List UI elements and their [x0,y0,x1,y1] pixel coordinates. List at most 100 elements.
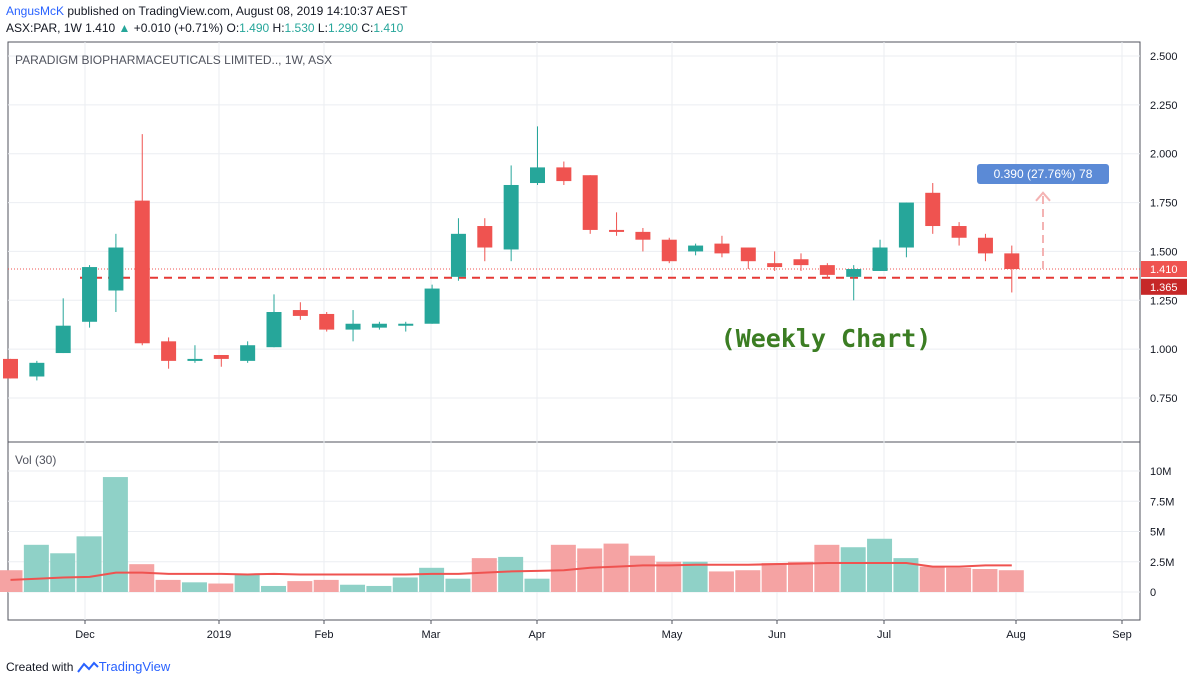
candle-body-down [582,175,598,230]
price-tick-label: 1.250 [1150,295,1178,307]
volume-bar [867,538,893,592]
candle-body-up [187,358,203,361]
candle-body-up [82,267,98,322]
last-price: 1.410 [85,21,116,35]
volume-bar [788,561,813,592]
time-axis-label: 2019 [207,629,231,641]
chart-frame [7,41,1141,621]
tradingview-brand-link[interactable]: TradingView [98,659,171,674]
candle-body-down [319,313,335,330]
volume-bar [656,561,682,592]
time-axis-label: Sep [1112,629,1132,641]
time-axis-label: Apr [528,629,545,641]
candle-body-down [714,243,730,254]
candle-body-down [161,341,177,361]
candle-body-up [424,288,440,324]
volume-moving-average-line [10,561,1012,581]
change-value: +0.010 (+0.71%) [133,21,224,35]
candle-body-down [1004,253,1020,270]
level-price-badge-text: 1.365 [1150,282,1178,294]
price-tick-label: 1.500 [1150,246,1178,258]
volume-bar [0,570,23,592]
price-tick-label: 2.250 [1150,100,1178,112]
candle-body-up [108,247,124,291]
high-value: 1.530 [284,21,315,35]
tradingview-logo-icon [76,661,99,673]
volume-bar [419,567,445,592]
volume-bar [498,556,524,592]
last-price-badge-text: 1.410 [1150,264,1178,276]
candle-body-down [767,263,783,268]
volume-bar [234,573,260,592]
candle-body-up [55,325,71,354]
candle-body-down [977,237,993,254]
candle-body-up [345,323,361,330]
price-tick-label: 1.750 [1150,198,1178,210]
candle-body-down [556,167,572,182]
time-axis-label: Jul [877,629,891,641]
open-label: O: [226,21,240,35]
footer: Created with TradingView [6,659,170,674]
candle-body-down [134,200,150,344]
price-tick-label: 1.000 [1150,344,1178,356]
volume-bar [340,584,366,592]
volume-bar [155,579,181,592]
time-axis-label: Jun [768,629,786,641]
last-price-badge [1141,261,1187,278]
volume-bar [76,536,102,592]
volume-bar [208,583,234,592]
candle-body-down [609,229,625,232]
volume-bar [287,581,313,592]
time-axis-label: Dec [75,629,95,641]
volume-bar [629,555,655,592]
volume-bar [735,570,761,592]
candle-body-up [240,345,256,361]
publish-line: AngusMcK published on TradingView.com, A… [6,4,407,18]
candle-body-down [740,247,756,262]
high-label: H: [272,21,285,35]
candle-body-up [450,233,466,277]
candle-body-up [29,362,45,377]
chart-title: PARADIGM BIOPHARMACEUTICALS LIMITED.., 1… [15,53,332,67]
volume-bar [972,569,998,592]
volume-bar [840,547,866,592]
candle-body-up [398,323,414,326]
close-value: 1.410 [373,21,404,35]
close-label: C: [361,21,374,35]
publish-info: published on TradingView.com, August 08,… [67,4,408,18]
volume-bar [814,544,840,592]
volume-bar [129,564,155,592]
candle-body-up [872,247,888,271]
volume-pane-label: Vol (30) [15,453,56,467]
volume-bar [445,578,471,592]
volume-tick-label: 5M [1150,527,1165,539]
time-axis-label: Aug [1006,629,1026,641]
low-value: 1.290 [327,21,358,35]
volume-bar [261,585,286,592]
volume-bar [998,570,1024,592]
candle-body-up [266,312,282,348]
level-price-badge [1141,278,1187,295]
candle-body-up [530,167,545,184]
price-tick-label: 2.000 [1150,149,1178,161]
low-label: L: [317,21,328,35]
candle-body-up [688,245,704,252]
symbol-label: ASX:PAR, 1W [6,21,82,35]
candle-body-up [503,184,519,250]
author-link[interactable]: AngusMcK [6,4,65,18]
measure-label-box [977,164,1109,184]
candle-body-down [3,358,18,379]
volume-bar [761,562,787,592]
volume-tick-label: 7.5M [1150,496,1174,508]
volume-bar [708,571,734,592]
volume-tick-label: 0 [1150,587,1156,599]
volume-bar [550,544,576,592]
change-up-icon: ▲ [118,21,131,35]
quote-line: ASX:PAR, 1W 1.410 ▲ +0.010 (+0.71%) O: 1.… [6,21,403,35]
volume-bar [313,579,339,592]
volume-bar [366,585,392,592]
volume-tick-label: 2.5M [1150,557,1174,569]
time-axis-label: Feb [315,629,334,641]
price-tick-label: 2.500 [1150,51,1178,63]
